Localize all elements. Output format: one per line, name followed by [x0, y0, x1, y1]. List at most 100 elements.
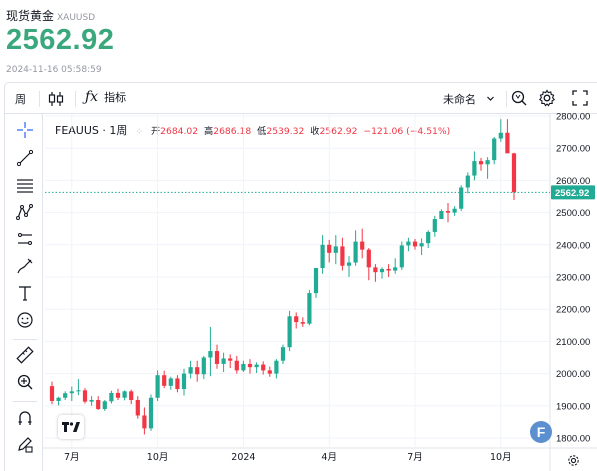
- candle-body: [208, 351, 213, 358]
- candle-body: [76, 390, 81, 392]
- interval-label: 周: [15, 93, 26, 106]
- fib-lines-icon: [16, 176, 34, 198]
- candle-body: [261, 364, 266, 371]
- candle-body: [175, 378, 180, 390]
- text-tool[interactable]: [15, 285, 35, 305]
- tradingview-logo[interactable]: [58, 415, 84, 439]
- pencil-lock-icon: [16, 435, 34, 457]
- candle-body: [162, 375, 167, 386]
- trend-line-tool[interactable]: [15, 149, 35, 170]
- candle-body: [445, 210, 451, 213]
- toolbar-divider: [13, 339, 37, 340]
- y-tick-label: 2600.00: [556, 176, 590, 187]
- prediction-tool[interactable]: [15, 231, 35, 251]
- f-badge-button[interactable]: F: [530, 421, 552, 443]
- emoji-tool[interactable]: [15, 312, 35, 332]
- fib-tool[interactable]: [15, 177, 35, 197]
- candle-body: [366, 249, 371, 268]
- gear-icon: [538, 89, 556, 110]
- instrument-name: 现货黄金: [6, 9, 55, 23]
- x-tick-label: 10月: [147, 452, 169, 463]
- last-price-tag: [551, 185, 595, 200]
- high-value: 2686.18: [213, 126, 252, 137]
- candle-body: [412, 241, 418, 247]
- candle-body: [386, 268, 391, 271]
- candle-body: [459, 187, 464, 209]
- candle-body: [406, 241, 411, 246]
- candle-body: [492, 138, 497, 161]
- candle-body: [419, 243, 424, 247]
- indicators-button[interactable]: ƒx 指标: [85, 89, 126, 105]
- lock-drawings-tool[interactable]: [15, 436, 35, 456]
- x-tick-label: 10月: [490, 452, 512, 463]
- candle-body: [313, 267, 319, 294]
- candle-body: [478, 161, 484, 165]
- range-icon: [16, 230, 34, 252]
- candle-body: [115, 392, 121, 398]
- brush-tool[interactable]: [15, 258, 35, 278]
- y-tick-label: 2500.00: [556, 208, 590, 219]
- candle-body: [287, 316, 292, 348]
- y-tick-label: 2700.00: [556, 144, 590, 155]
- candle-body: [346, 262, 352, 266]
- candle-body: [439, 210, 444, 220]
- candle-body: [201, 357, 206, 375]
- candle-body: [472, 161, 477, 176]
- candle-body: [135, 400, 140, 416]
- candle-body: [307, 293, 312, 324]
- quick-search-button[interactable]: [510, 89, 528, 110]
- toolbar-divider: [506, 91, 507, 107]
- candle-body: [96, 400, 101, 410]
- instrument-title: 现货黄金 XAUUSD: [6, 7, 95, 24]
- interval-button[interactable]: 周: [15, 91, 26, 107]
- x-tick-label: 7月: [64, 452, 80, 463]
- candle-body: [379, 268, 385, 273]
- change-value: −121.06 (−4.51%): [363, 126, 451, 137]
- brush-icon: [16, 257, 34, 279]
- candle-body: [505, 132, 510, 154]
- fullscreen-icon: [572, 90, 588, 109]
- candle-body: [294, 316, 299, 323]
- pattern-tool[interactable]: [15, 204, 35, 224]
- layout-name-label: 未命名: [443, 93, 476, 106]
- low-value: 2539.32: [266, 126, 305, 137]
- chart-type-button[interactable]: [47, 90, 65, 111]
- candle-body: [300, 322, 305, 324]
- fullscreen-button[interactable]: [572, 90, 588, 109]
- chevron-down-icon: [486, 93, 495, 106]
- candle-body: [129, 391, 134, 401]
- settings-button[interactable]: [538, 89, 556, 110]
- candle-body: [485, 160, 490, 165]
- crosshair-tool[interactable]: [15, 122, 35, 142]
- candle-body: [142, 415, 147, 429]
- current-price: 2562.92: [6, 24, 115, 56]
- y-tick-label: 1800.00: [556, 434, 590, 445]
- layout-name-dropdown[interactable]: 未命名: [443, 91, 495, 107]
- low-label: 低: [257, 126, 267, 137]
- candle-body: [399, 245, 404, 268]
- axis-settings-button[interactable]: [567, 452, 580, 471]
- candle-body: [465, 175, 470, 188]
- x-tick-label: 7月: [407, 452, 423, 463]
- candle-body: [280, 347, 286, 361]
- zoom-tool[interactable]: [15, 374, 35, 394]
- candle-body: [155, 375, 160, 398]
- candle-body: [254, 364, 259, 368]
- candle-body: [221, 358, 226, 364]
- candle-body: [102, 401, 107, 410]
- x-tick-label: 4月: [321, 452, 337, 463]
- instrument-symbol: XAUUSD: [57, 13, 96, 23]
- toolbar-divider: [39, 91, 40, 107]
- y-tick-label: 2000.00: [556, 369, 590, 380]
- pattern-icon: [16, 203, 34, 225]
- candle-body: [360, 241, 365, 250]
- measure-tool[interactable]: [15, 346, 35, 367]
- toolbar-divider: [75, 91, 76, 107]
- candle-body: [393, 267, 398, 271]
- magnet-tool[interactable]: [15, 410, 35, 430]
- chart-toolbar: 周 ƒx 指标 未命名: [5, 83, 597, 114]
- search-icon: [510, 89, 528, 110]
- close-label: 收: [310, 126, 320, 137]
- price-timestamp: 2024-11-16 05:58:59: [6, 65, 102, 75]
